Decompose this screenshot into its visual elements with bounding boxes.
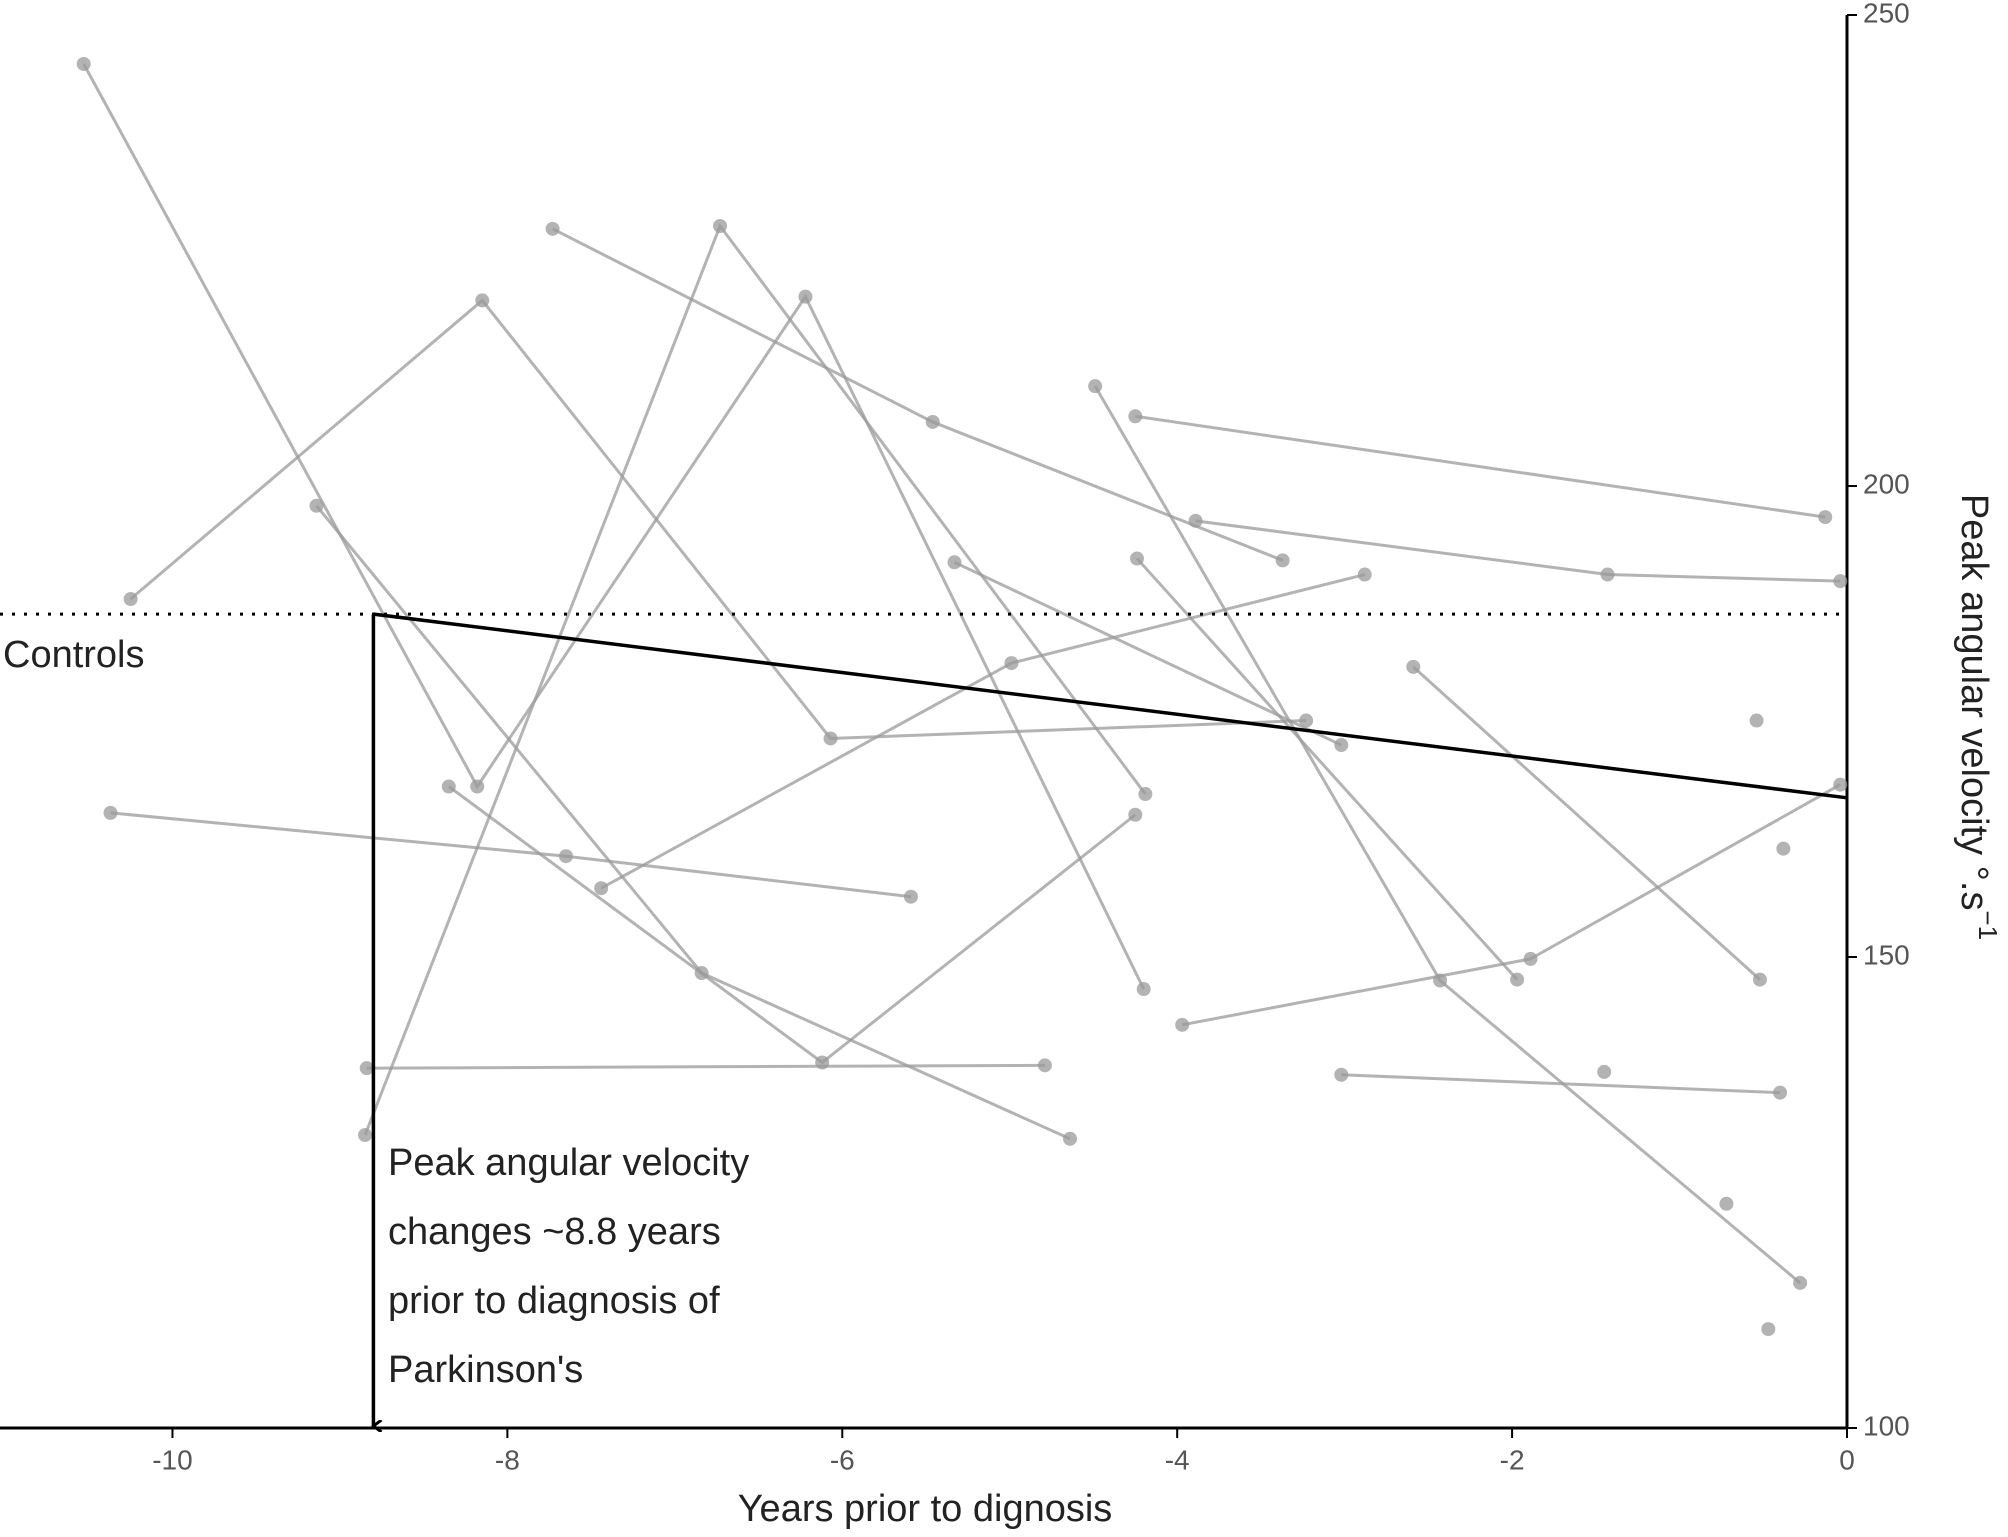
x-tick-label: -10 — [152, 1444, 192, 1475]
subject-line — [1195, 519, 1841, 583]
subject-point — [1510, 972, 1525, 987]
subject-point — [1130, 551, 1145, 566]
subject-point — [359, 1061, 374, 1076]
y-axis-title: Peak angular velocity °.s−1 — [1953, 494, 2003, 940]
subject-point — [545, 221, 560, 236]
x-axis-title: Years prior to dignosis — [738, 1488, 1113, 1530]
annotation-text: Peak angular velocity — [388, 1142, 749, 1184]
subject-point — [1752, 972, 1767, 987]
subject-point — [1749, 713, 1764, 728]
subject-point — [1773, 1085, 1788, 1100]
subject-point — [1275, 553, 1290, 568]
subject-point — [1037, 1058, 1052, 1073]
y-axis-title-main: Peak angular velocity °.s — [1953, 494, 1995, 911]
subject-point — [1357, 567, 1372, 582]
controls-label: Controls — [3, 634, 145, 676]
y-tick-label: 200 — [1863, 468, 1910, 499]
y-tick-label: 150 — [1863, 939, 1910, 970]
subject-line — [953, 560, 1342, 747]
subject-point — [1136, 982, 1151, 997]
subject-line — [110, 811, 912, 899]
subject-point — [1523, 951, 1538, 966]
subject-line — [447, 785, 1137, 1065]
subject-point — [475, 293, 490, 308]
subject-line — [1412, 665, 1761, 981]
x-tick-label: -2 — [1500, 1444, 1525, 1475]
subject-line — [1135, 557, 1519, 981]
subject-point — [558, 849, 573, 864]
subject-point — [309, 498, 324, 513]
subject-point — [470, 779, 485, 794]
subject-point — [1761, 1322, 1776, 1337]
fit-line — [373, 612, 1848, 800]
subject-point — [594, 881, 609, 896]
subject-point — [925, 414, 940, 429]
subject-point — [103, 805, 118, 820]
subject-point — [1597, 1064, 1612, 1079]
x-tick-label: -6 — [830, 1444, 855, 1475]
x-tick-label: -4 — [1165, 1444, 1190, 1475]
subject-line — [1181, 783, 1842, 1027]
subject-point — [1063, 1131, 1078, 1146]
subject-line — [1135, 414, 1826, 519]
subject-line — [315, 504, 1071, 1141]
subject-point — [1128, 807, 1143, 822]
subject-point — [1088, 379, 1103, 394]
subject-point — [1004, 656, 1019, 671]
subject-point — [903, 889, 918, 904]
subject-point — [1818, 510, 1833, 525]
subject-point — [1833, 777, 1848, 792]
subject-line — [1341, 1073, 1781, 1095]
subject-point — [1175, 1017, 1190, 1032]
subject-point — [1334, 738, 1349, 753]
subject-point — [1299, 713, 1314, 728]
x-tick-label: -8 — [495, 1444, 520, 1475]
subject-point — [123, 592, 138, 607]
subject-point — [1334, 1067, 1349, 1082]
x-tick-label: 0 — [1839, 1444, 1855, 1475]
subject-point — [441, 779, 456, 794]
subject-line — [129, 298, 1307, 740]
subject-point — [1128, 409, 1143, 424]
subject-point — [823, 731, 838, 746]
y-tick-label: 100 — [1863, 1410, 1910, 1441]
annotation-text: Parkinson's — [388, 1349, 583, 1391]
annotation-text: prior to diagnosis of — [388, 1280, 720, 1322]
subject-point — [798, 289, 813, 304]
subject-point — [1833, 574, 1848, 589]
subject-line — [366, 1063, 1045, 1070]
subject-point — [713, 219, 728, 234]
subject-point — [358, 1128, 373, 1143]
subject-point — [1406, 659, 1421, 674]
subject-point — [947, 555, 962, 570]
y-tick-label: 250 — [1863, 0, 1910, 28]
y-axis-title-sup: −1 — [1973, 910, 2003, 940]
subject-point — [76, 56, 91, 71]
subject-point — [1138, 787, 1153, 802]
subject-point — [1600, 567, 1615, 582]
subject-point — [1719, 1196, 1734, 1211]
annotation-text: changes ~8.8 years — [388, 1211, 721, 1253]
subject-point — [1793, 1275, 1808, 1290]
subject-point — [1776, 841, 1791, 856]
subject-point — [1188, 513, 1203, 528]
subject-line — [82, 63, 1146, 990]
